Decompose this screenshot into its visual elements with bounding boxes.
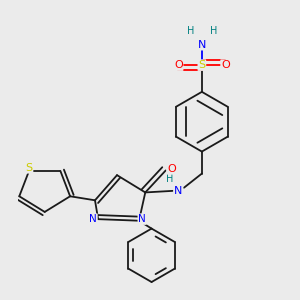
Text: H: H [187, 26, 195, 36]
Text: N: N [138, 214, 146, 224]
Text: O: O [174, 60, 183, 70]
Text: S: S [198, 60, 206, 70]
Text: N: N [89, 214, 97, 224]
Text: H: H [210, 26, 218, 36]
Text: S: S [26, 163, 33, 173]
Text: O: O [167, 164, 176, 174]
Text: N: N [198, 40, 206, 50]
Text: N: N [174, 186, 182, 196]
Text: O: O [221, 60, 230, 70]
Text: H: H [166, 174, 173, 184]
